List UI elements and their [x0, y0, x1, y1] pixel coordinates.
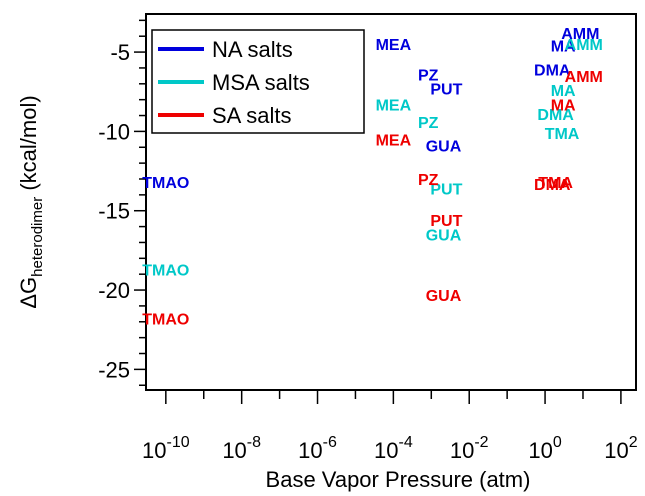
data-point-label: TMA — [538, 175, 573, 192]
legend-label: SA salts — [212, 103, 291, 128]
y-axis-title-main: ΔG — [16, 277, 41, 309]
data-point-label: TMAO — [142, 175, 189, 192]
data-point-label: AMM — [565, 69, 603, 86]
data-point-label: MA — [551, 39, 576, 56]
data-point-label: PUT — [430, 182, 462, 199]
y-tick-label: -20 — [98, 278, 130, 303]
data-point-label: PUT — [430, 213, 462, 230]
x-tick-label: 10-4 — [374, 434, 413, 463]
data-point-label: TMAO — [142, 312, 189, 329]
x-axis-title: Base Vapor Pressure (atm) — [266, 467, 531, 492]
data-point-label: DMA — [534, 63, 571, 80]
x-tick-label: 100 — [528, 434, 561, 463]
data-point-label: GUA — [426, 228, 462, 245]
data-point-label: MEA — [376, 37, 412, 54]
data-point-label: PUT — [430, 82, 462, 99]
data-point-label: MEA — [376, 97, 412, 114]
x-tick-label: 10-10 — [142, 434, 190, 463]
data-point-label: MA — [551, 97, 576, 114]
y-tick-label: -5 — [110, 40, 130, 65]
data-points: TMAOMEAPZPUTGUAAMMMADMATMAOMEAPZPUTGUAAM… — [142, 26, 603, 329]
legend-label: NA salts — [212, 37, 293, 62]
x-tick-label: 10-8 — [222, 434, 261, 463]
y-axis-title: ΔGheterodimer (kcal/mol) — [16, 95, 46, 308]
legend: NA salts MSA salts SA salts — [151, 29, 365, 134]
data-point-label: DMA — [537, 107, 574, 124]
data-point-label: AMM — [565, 37, 603, 54]
y-axis-title-unit: (kcal/mol) — [16, 95, 41, 196]
data-point-label: AMM — [561, 26, 599, 43]
y-axis-ticks: -5 -10 -15 -20 -25 — [98, 19, 146, 386]
data-point-label: TMAO — [142, 262, 189, 279]
data-point-label: MEA — [376, 132, 412, 149]
data-point-label: PZ — [418, 67, 439, 84]
data-point-label: GUA — [426, 139, 462, 156]
data-point-label: PZ — [418, 172, 439, 189]
y-tick-label: -10 — [98, 119, 130, 144]
data-point-label: DMA — [534, 177, 571, 194]
y-axis-title-sub: heterodimer — [29, 197, 46, 277]
legend-label: MSA salts — [212, 70, 310, 95]
x-tick-label: 102 — [604, 434, 637, 463]
plot-frame — [145, 13, 637, 391]
y-tick-label: -15 — [98, 199, 130, 224]
data-point-label: PZ — [418, 115, 439, 132]
x-tick-label: 10-2 — [450, 434, 489, 463]
data-point-label: MA — [551, 83, 576, 100]
data-point-label: GUA — [426, 288, 462, 305]
y-tick-label: -25 — [98, 357, 130, 382]
data-point-label: TMA — [545, 126, 580, 143]
x-tick-label: 10-6 — [298, 434, 337, 463]
x-axis-ticks: 10-10 10-8 10-6 10-4 10-2 100 102 — [142, 390, 638, 463]
